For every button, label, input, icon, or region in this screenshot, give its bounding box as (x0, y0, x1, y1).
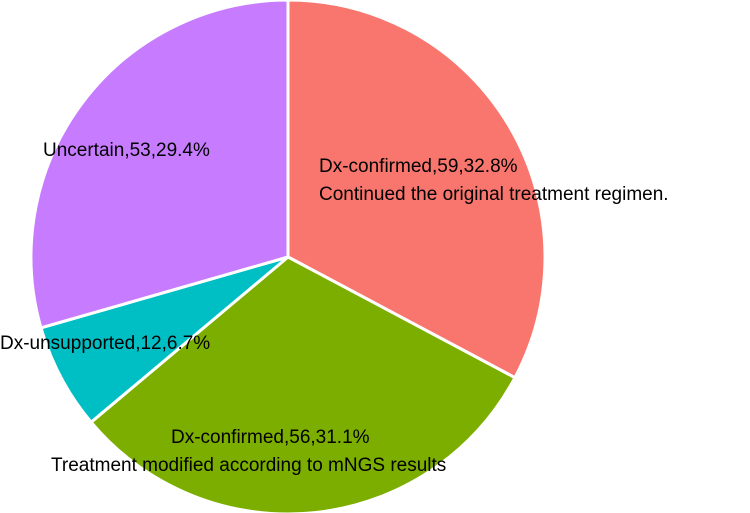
slice-dx-confirmed-original (286, 0, 547, 380)
slice-label-dx-confirmed-modified: Dx-confirmed,56,31.1% (171, 427, 370, 448)
slice-uncertain (29, 0, 290, 330)
slice-sublabel-dx-confirmed-original: Continued the original treatment regimen… (319, 184, 669, 205)
slice-label-dx-unsupported: Dx-unsupported,12,6.7% (0, 333, 210, 354)
slice-label-dx-confirmed-original: Dx-confirmed,59,32.8% (319, 156, 518, 177)
pie-labels: Dx-confirmed,59,32.8% Continued the orig… (0, 140, 669, 476)
pie-slices (29, 0, 547, 513)
slice-dx-unsupported (39, 255, 289, 425)
slice-label-uncertain: Uncertain,53,29.4% (43, 140, 210, 161)
slice-sublabel-dx-confirmed-modified: Treatment modified according to mNGS res… (51, 455, 446, 476)
